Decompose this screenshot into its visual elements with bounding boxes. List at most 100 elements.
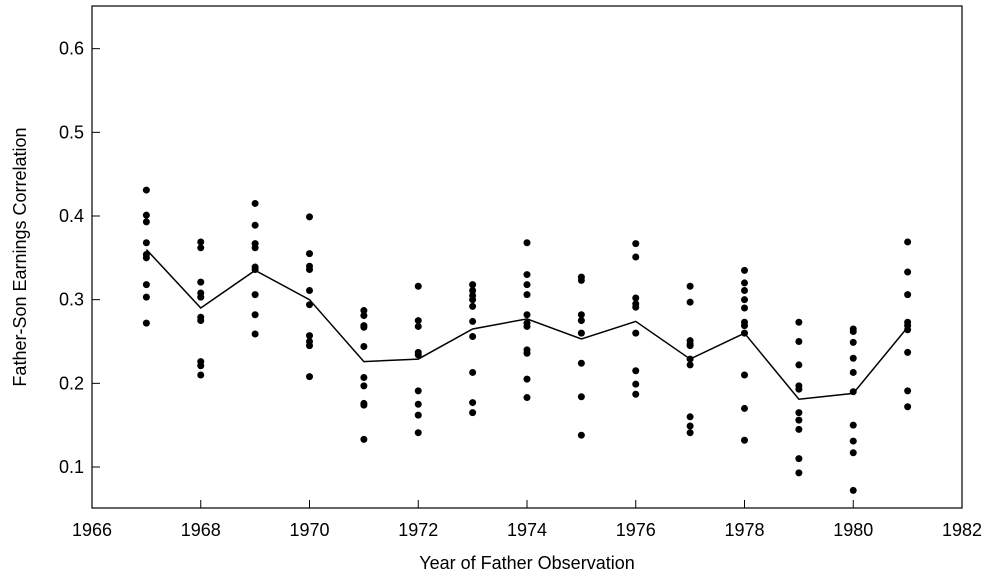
data-point <box>306 266 313 274</box>
data-point <box>414 429 422 437</box>
data-point <box>577 311 585 319</box>
x-tick-label: 1972 <box>398 520 438 540</box>
data-point <box>469 296 477 304</box>
data-point <box>251 311 259 319</box>
data-point <box>306 332 313 340</box>
data-point <box>469 409 477 417</box>
data-point <box>686 422 694 430</box>
data-point <box>795 425 803 433</box>
data-point <box>849 338 857 346</box>
data-point <box>469 302 477 310</box>
data-point <box>142 319 150 327</box>
x-tick-label: 1968 <box>181 520 221 540</box>
data-point <box>197 278 205 286</box>
x-tick-label: 1976 <box>616 520 656 540</box>
mean-line <box>145 248 909 401</box>
y-tick-label: 0.5 <box>59 122 84 142</box>
data-point <box>577 276 585 284</box>
data-point <box>523 322 531 330</box>
x-tick-label: 1966 <box>72 520 112 540</box>
data-point <box>849 437 857 445</box>
data-point <box>849 421 857 429</box>
data-point <box>686 342 694 350</box>
data-point <box>142 218 150 226</box>
data-point <box>197 293 205 301</box>
data-point <box>360 312 368 320</box>
x-axis-label: Year of Father Observation <box>419 553 634 573</box>
data-point <box>306 342 313 350</box>
data-point <box>523 291 531 299</box>
data-point <box>251 199 259 207</box>
data-point <box>523 375 531 383</box>
data-point <box>741 279 748 287</box>
data-point <box>197 317 205 325</box>
data-point <box>142 293 150 301</box>
data-point <box>142 211 150 219</box>
data-point <box>686 361 694 369</box>
data-point <box>632 240 640 248</box>
data-point <box>904 326 912 334</box>
data-point <box>197 238 205 246</box>
data-point <box>469 332 477 340</box>
data-point <box>632 390 640 398</box>
y-axis-label: Father-Son Earnings Correlation <box>10 127 30 386</box>
data-point <box>632 329 640 337</box>
data-point <box>795 385 803 393</box>
data-point <box>360 401 368 409</box>
data-point <box>523 281 531 289</box>
data-point <box>469 281 477 289</box>
data-point <box>523 349 531 357</box>
data-point <box>360 323 368 331</box>
data-point <box>414 411 422 419</box>
data-point <box>686 298 694 306</box>
data-point <box>251 291 259 299</box>
data-point <box>360 382 368 390</box>
data-point <box>414 282 422 290</box>
data-point <box>904 387 912 395</box>
data-point <box>306 250 313 258</box>
data-point <box>849 354 857 362</box>
data-point <box>904 238 912 246</box>
data-point <box>142 254 150 262</box>
data-point <box>251 221 259 229</box>
data-point <box>197 244 205 252</box>
data-point <box>795 318 803 326</box>
data-point <box>849 327 857 335</box>
data-point <box>795 455 803 463</box>
data-point <box>577 317 585 325</box>
data-point <box>360 307 368 315</box>
data-point <box>741 436 748 444</box>
data-point <box>795 469 803 477</box>
data-point <box>849 368 857 376</box>
data-point <box>523 271 531 279</box>
data-point <box>306 213 313 221</box>
data-point <box>360 343 368 351</box>
data-point <box>741 371 748 379</box>
x-tick-label: 1982 <box>942 520 982 540</box>
x-tick-label: 1974 <box>507 520 547 540</box>
data-point <box>741 296 748 304</box>
data-point <box>795 409 803 417</box>
data-point <box>632 367 640 375</box>
data-point <box>741 266 748 274</box>
data-point <box>632 380 640 388</box>
data-point <box>469 286 477 294</box>
y-tick-label: 0.6 <box>59 39 84 59</box>
data-point <box>414 387 422 395</box>
y-tick-label: 0.3 <box>59 290 84 310</box>
data-point <box>795 338 803 346</box>
data-point <box>577 359 585 367</box>
data-point <box>469 399 477 407</box>
data-point <box>904 291 912 299</box>
data-point <box>849 486 857 494</box>
data-point <box>741 322 748 330</box>
y-tick-label: 0.1 <box>59 457 84 477</box>
data-point <box>197 362 205 370</box>
data-point <box>251 330 259 338</box>
data-point <box>632 303 640 311</box>
x-tick-label: 1980 <box>833 520 873 540</box>
data-point <box>360 373 368 381</box>
data-point <box>142 186 150 194</box>
data-point <box>904 348 912 356</box>
data-point <box>414 317 422 325</box>
